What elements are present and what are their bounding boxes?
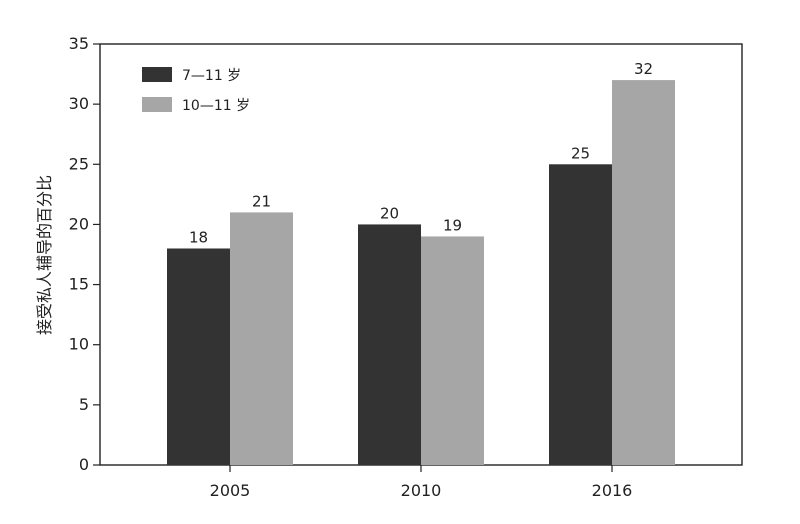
y-tick-label: 30	[69, 94, 89, 113]
x-tick-label: 2005	[210, 481, 251, 500]
data-label: 32	[634, 60, 653, 78]
bar-2016-series-2	[612, 80, 675, 465]
bar-2010-series-1	[358, 224, 421, 465]
data-label: 18	[189, 228, 208, 246]
bar-2010-series-2	[421, 236, 484, 465]
data-label: 25	[571, 144, 590, 162]
data-label: 21	[252, 192, 271, 210]
legend: 7—11 岁 10—11 岁	[142, 67, 250, 114]
y-tick-label: 25	[69, 154, 89, 173]
bar-2005-series-2	[230, 212, 293, 465]
legend-swatch	[142, 67, 172, 82]
y-tick-label: 20	[69, 214, 89, 233]
y-axis: 0 5 10 15 20 25 30 35	[69, 34, 100, 474]
y-axis-label: 接受私人辅导的百分比	[35, 175, 54, 335]
y-tick-label: 5	[79, 395, 89, 414]
y-tick-label: 15	[69, 275, 89, 294]
data-label: 19	[443, 216, 462, 234]
data-labels-group: 18 20 25 21 19 32	[189, 60, 653, 246]
legend-label: 10—11 岁	[182, 98, 250, 114]
y-tick-label: 35	[69, 34, 89, 53]
bars-group	[167, 80, 675, 466]
x-axis: 2005 2010 2016	[210, 465, 633, 500]
y-tick-label: 10	[69, 335, 89, 354]
bar-2005-series-1	[167, 248, 230, 465]
bar-2016-series-1	[549, 164, 612, 466]
legend-label: 7—11 岁	[182, 68, 241, 84]
legend-swatch	[142, 97, 172, 112]
y-tick-label: 0	[79, 455, 89, 474]
x-tick-label: 2010	[401, 481, 442, 500]
data-label: 20	[380, 204, 399, 222]
x-tick-label: 2016	[592, 481, 633, 500]
